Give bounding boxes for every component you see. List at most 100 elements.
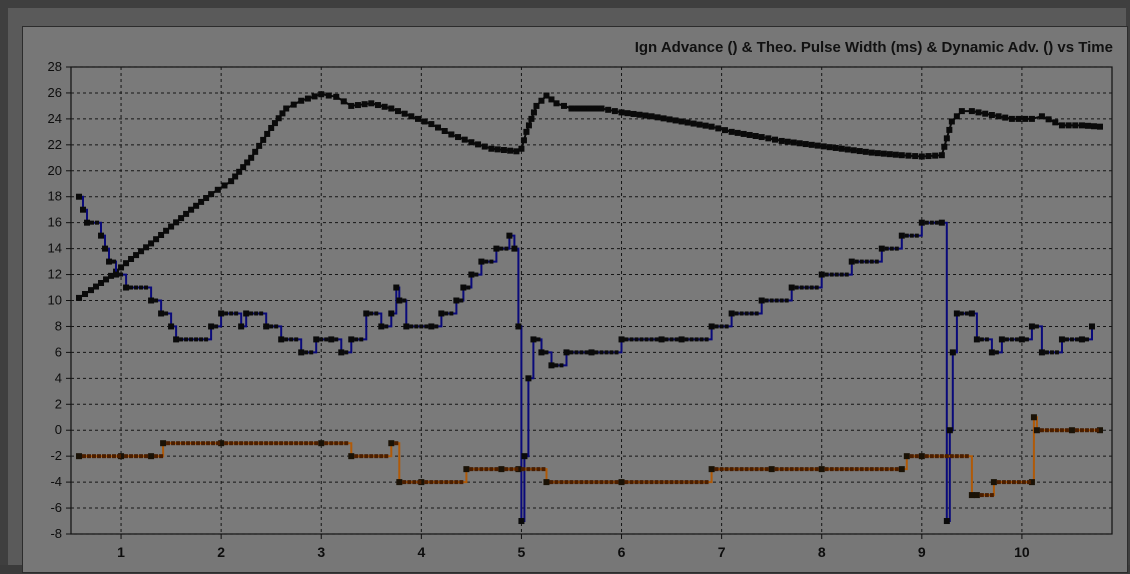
sample-marker bbox=[629, 480, 634, 485]
sample-marker bbox=[234, 441, 239, 446]
sample-marker bbox=[779, 467, 784, 472]
sample-marker bbox=[644, 337, 649, 342]
sample-marker bbox=[1084, 337, 1089, 342]
sample-marker bbox=[979, 337, 984, 342]
sample-marker bbox=[415, 115, 421, 122]
sample-marker bbox=[173, 219, 180, 226]
sample-marker bbox=[672, 117, 679, 124]
sample-marker bbox=[979, 493, 984, 498]
x-tick-label: 5 bbox=[518, 544, 526, 560]
sample-marker bbox=[409, 324, 414, 329]
sample-marker bbox=[354, 102, 361, 109]
sample-marker bbox=[260, 136, 267, 143]
sample-marker bbox=[339, 441, 344, 446]
sample-marker bbox=[284, 441, 289, 446]
sample-marker bbox=[449, 480, 454, 485]
sample-marker bbox=[704, 480, 709, 485]
sample-marker bbox=[124, 454, 129, 459]
sample-marker bbox=[894, 246, 899, 251]
sample-marker bbox=[854, 467, 859, 472]
sample-marker bbox=[466, 285, 471, 290]
sample-marker bbox=[929, 454, 934, 459]
sample-marker bbox=[586, 105, 593, 112]
sample-marker bbox=[129, 454, 134, 459]
sample-marker bbox=[749, 311, 754, 316]
data-point bbox=[988, 349, 995, 356]
sample-marker bbox=[299, 441, 304, 446]
sample-marker bbox=[117, 454, 122, 459]
sample-marker bbox=[569, 350, 574, 355]
sample-marker bbox=[244, 441, 249, 446]
data-point bbox=[568, 105, 575, 112]
sample-marker bbox=[504, 246, 509, 251]
y-tick-label: 0 bbox=[55, 422, 62, 437]
sample-marker bbox=[329, 441, 334, 446]
sample-marker bbox=[259, 441, 264, 446]
data-point bbox=[1033, 427, 1040, 434]
sample-marker bbox=[734, 129, 741, 136]
sample-marker bbox=[784, 467, 789, 472]
sample-marker bbox=[271, 120, 278, 127]
data-point bbox=[388, 310, 395, 317]
sample-marker bbox=[844, 272, 849, 277]
data-point bbox=[238, 323, 245, 330]
sample-marker bbox=[934, 454, 939, 459]
sample-marker bbox=[484, 467, 489, 472]
sample-marker bbox=[664, 480, 669, 485]
sample-marker bbox=[359, 337, 364, 342]
y-tick-label: 24 bbox=[48, 111, 62, 126]
sample-marker bbox=[820, 143, 827, 150]
sample-marker bbox=[459, 480, 464, 485]
sample-marker bbox=[914, 233, 919, 238]
data-point bbox=[1058, 336, 1065, 343]
sample-marker bbox=[844, 146, 851, 153]
data-point bbox=[1078, 336, 1085, 343]
sample-marker bbox=[239, 441, 244, 446]
sample-marker bbox=[912, 153, 919, 160]
sample-marker bbox=[864, 467, 869, 472]
sample-marker bbox=[884, 246, 889, 251]
sample-marker bbox=[754, 467, 759, 472]
data-point bbox=[973, 336, 980, 343]
sample-marker bbox=[630, 110, 637, 117]
sample-marker bbox=[929, 220, 934, 225]
sample-marker bbox=[909, 454, 914, 459]
sample-marker bbox=[528, 115, 535, 122]
sample-marker bbox=[254, 441, 259, 446]
sample-marker bbox=[604, 350, 609, 355]
data-point bbox=[218, 310, 225, 317]
sample-marker bbox=[199, 337, 204, 342]
sample-marker bbox=[824, 467, 829, 472]
data-point bbox=[348, 336, 355, 343]
data-point bbox=[76, 193, 83, 200]
x-tick-label: 6 bbox=[618, 544, 626, 560]
sample-marker bbox=[856, 148, 863, 155]
sample-marker bbox=[1034, 324, 1039, 329]
sample-marker bbox=[474, 467, 479, 472]
sample-marker bbox=[639, 337, 644, 342]
sample-marker bbox=[924, 220, 929, 225]
data-point bbox=[943, 518, 950, 525]
sample-marker bbox=[789, 467, 794, 472]
sample-marker bbox=[584, 480, 589, 485]
sample-marker bbox=[584, 350, 589, 355]
data-point bbox=[1068, 427, 1075, 434]
data-point bbox=[938, 152, 945, 159]
sample-marker bbox=[275, 115, 282, 122]
sample-marker bbox=[719, 324, 724, 329]
sample-marker bbox=[982, 110, 989, 117]
sample-marker bbox=[334, 441, 339, 446]
data-point bbox=[248, 154, 255, 161]
data-point bbox=[313, 336, 320, 343]
data-point bbox=[148, 297, 155, 304]
sample-marker bbox=[133, 252, 140, 259]
sample-marker bbox=[354, 337, 359, 342]
y-tick-label: 2 bbox=[55, 396, 62, 411]
data-point bbox=[428, 323, 435, 330]
data-point bbox=[1088, 323, 1095, 330]
sample-marker bbox=[1015, 115, 1022, 122]
sample-marker bbox=[269, 441, 274, 446]
data-point bbox=[168, 323, 175, 330]
sample-marker bbox=[461, 136, 468, 143]
sample-marker bbox=[1049, 350, 1054, 355]
